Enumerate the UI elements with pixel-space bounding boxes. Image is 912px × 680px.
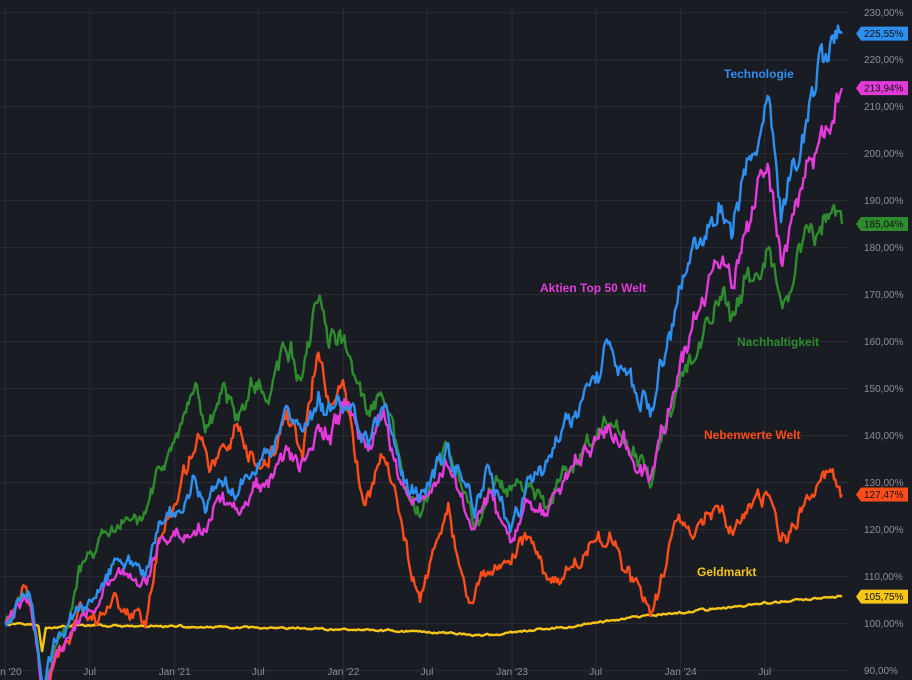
series-line-geldmarkt (5, 594, 843, 653)
x-tick-label: Jan '22 (327, 667, 359, 678)
end-value-label: 213,94% (864, 84, 904, 95)
y-tick-label: 160,00% (864, 337, 904, 348)
chart-series-group (4, 24, 844, 680)
y-tick-label: 100,00% (864, 619, 904, 630)
y-tick-label: 220,00% (864, 55, 904, 66)
chart-axes: 90,00% 100,00% 110,00% 120,00% 130,00% 140,00… (0, 8, 904, 678)
x-tick-label: Jul (758, 667, 771, 678)
x-tick-label: Jul (421, 667, 434, 678)
end-value-badge (856, 589, 908, 604)
chart-grid (0, 8, 848, 680)
end-value-badge (856, 81, 908, 96)
x-tick-label: Jan '23 (496, 667, 528, 678)
series-name-label: Geldmarkt (697, 565, 756, 579)
y-tick-label: 230,00% (864, 8, 904, 19)
series-line-technologie (4, 24, 843, 680)
y-tick-label: 200,00% (864, 149, 904, 160)
x-tick-label: Jul (83, 667, 96, 678)
y-tick-label: 210,00% (864, 102, 904, 113)
y-tick-label: 110,00% (864, 572, 903, 583)
x-tick-label: Jan '21 (159, 667, 191, 678)
series-name-label: Technologie (724, 67, 794, 81)
end-value-badge (856, 216, 908, 231)
end-value-label: 105,75% (864, 592, 904, 603)
end-value-badge (856, 487, 908, 502)
series-labels-group: Geldmarkt Nebenwerte Welt Nachhaltigkeit Ak… (540, 26, 908, 604)
y-tick-label: 180,00% (864, 243, 904, 254)
series-name-label: Nachhaltigkeit (737, 335, 819, 349)
end-value-label: 127,47% (864, 490, 904, 501)
x-tick-label: Jan '24 (665, 667, 697, 678)
y-tick-label: 90,00% (864, 666, 898, 677)
end-value-label: 225,55% (864, 29, 904, 40)
series-line-nachhaltigkeit (4, 203, 844, 680)
series-line-nebenwerte-welt (4, 351, 844, 680)
y-tick-label: 150,00% (864, 384, 904, 395)
y-tick-label: 140,00% (864, 431, 904, 442)
y-tick-label: 170,00% (864, 290, 904, 301)
y-tick-label: 190,00% (864, 196, 904, 207)
end-value-badge (856, 26, 908, 41)
y-tick-label: 130,00% (864, 478, 904, 489)
end-value-label: 185,04% (864, 219, 904, 230)
x-tick-label: Jul (589, 667, 602, 678)
series-line-aktien-top-50-welt (4, 87, 844, 680)
series-name-label: Nebenwerte Welt (704, 428, 800, 442)
x-tick-label: Jan '20 (0, 667, 22, 678)
y-tick-label: 120,00% (864, 525, 904, 536)
series-name-label: Aktien Top 50 Welt (540, 281, 646, 295)
x-tick-label: Jul (252, 667, 265, 678)
